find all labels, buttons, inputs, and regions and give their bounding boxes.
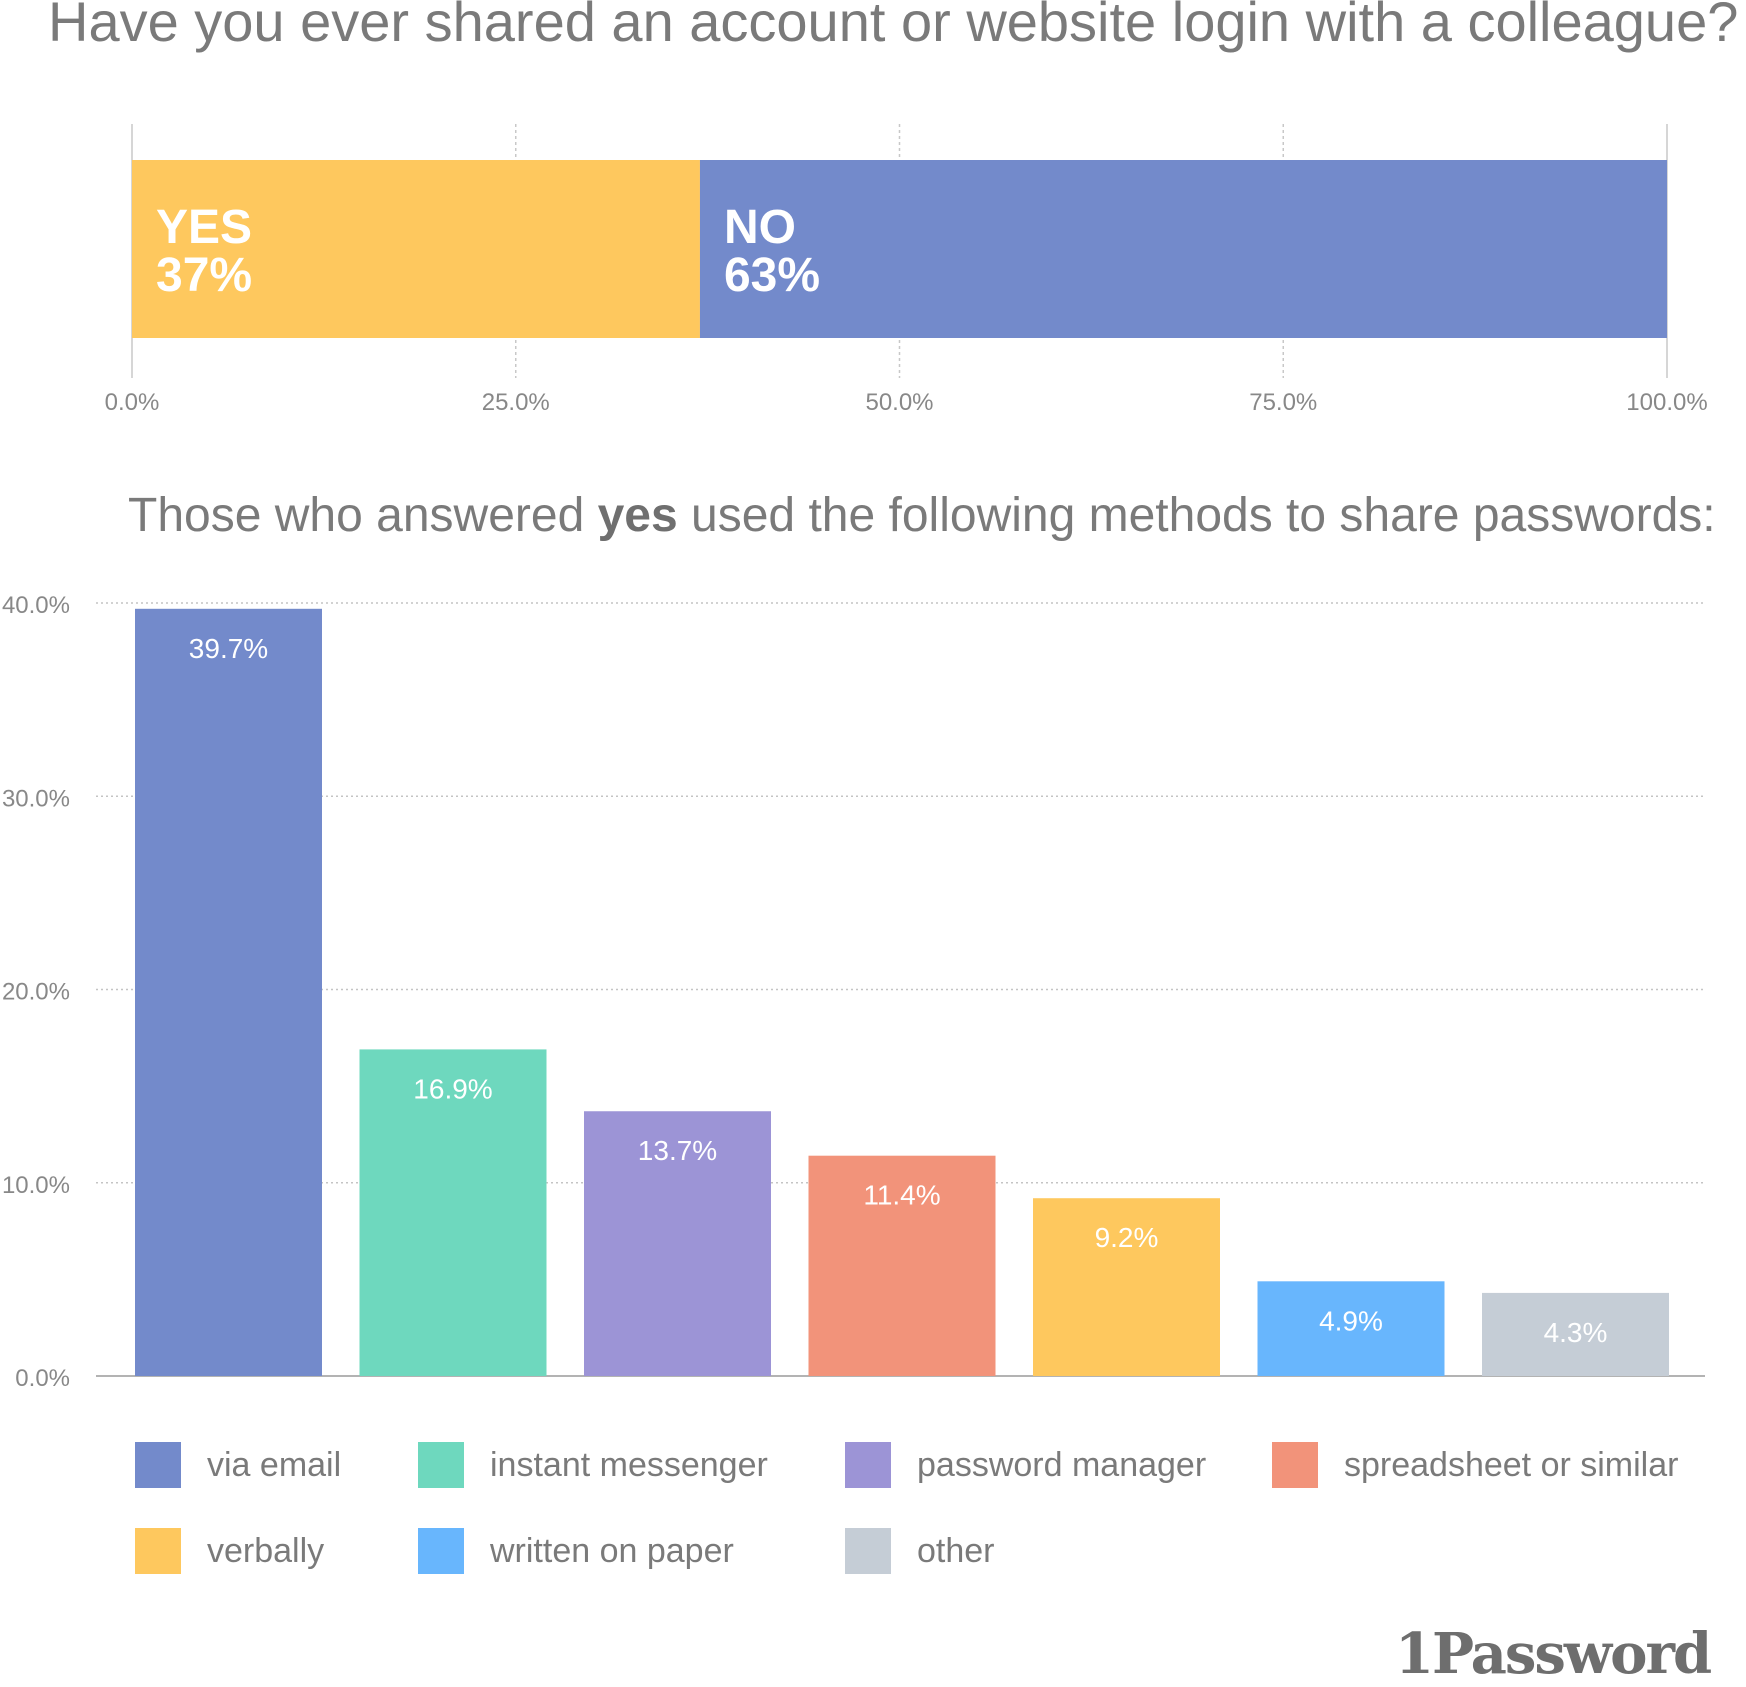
- legend-swatch: [845, 1442, 891, 1488]
- x-tick-label: 0.0%: [105, 389, 160, 416]
- legend-item: via email: [135, 1442, 341, 1488]
- bar-value-label: 39.7%: [189, 633, 268, 664]
- legend-swatch: [1272, 1442, 1318, 1488]
- bar-instant-messenger: [359, 1049, 547, 1376]
- x-tick-label: 75.0%: [1249, 389, 1317, 416]
- bar-value-label: 11.4%: [863, 1180, 940, 1211]
- subtitle-prefix: Those who answered: [128, 489, 598, 542]
- bar-value-label: 9.2%: [1095, 1222, 1159, 1253]
- legend-swatch: [418, 1528, 464, 1574]
- bar-via-email: [135, 608, 322, 1376]
- brand-logo: 1Password: [1395, 1621, 1712, 1687]
- legend-item: other: [845, 1528, 995, 1574]
- legend-swatch: [135, 1442, 181, 1488]
- x-tick-label: 25.0%: [482, 389, 550, 416]
- segment-name-label: NO: [724, 201, 796, 254]
- legend-label: spreadsheet or similar: [1344, 1445, 1679, 1484]
- legend-swatch: [135, 1528, 181, 1574]
- bar-spreadsheet-or-similar: [808, 1155, 996, 1376]
- x-tick-label: 100.0%: [1626, 389, 1707, 416]
- bar-segment-no: [699, 160, 1667, 338]
- legend-item: verbally: [135, 1528, 324, 1574]
- bar-password-manager: [584, 1111, 771, 1376]
- legend-item: instant messenger: [418, 1442, 768, 1488]
- chart-subtitle: Those who answered yes used the followin…: [128, 486, 1716, 546]
- bar-other: [1482, 1292, 1669, 1376]
- bar-value-label: 13.7%: [638, 1135, 717, 1166]
- x-tick-label: 50.0%: [865, 389, 933, 416]
- bar-written-on-paper: [1257, 1281, 1445, 1376]
- y-tick-label: 0.0%: [15, 1365, 70, 1392]
- legend-swatch: [418, 1442, 464, 1488]
- chart-title: Have you ever shared an account or websi…: [48, 0, 1739, 53]
- legend-item: written on paper: [418, 1528, 734, 1574]
- legend-item: password manager: [845, 1442, 1206, 1488]
- bar-value-label: 4.9%: [1319, 1305, 1383, 1336]
- y-tick-label: 10.0%: [2, 1172, 70, 1199]
- segment-name-label: YES: [156, 201, 252, 254]
- bar-value-label: 4.3%: [1544, 1317, 1608, 1348]
- bar-segment-yes: [132, 160, 700, 338]
- bar-value-label: 16.9%: [413, 1073, 492, 1104]
- legend-label: via email: [207, 1445, 342, 1484]
- legend-swatch: [845, 1528, 891, 1574]
- bar-verbally: [1033, 1198, 1220, 1376]
- segment-value-label: 63%: [724, 249, 820, 302]
- subtitle-suffix: used the following methods to share pass…: [677, 489, 1716, 542]
- segment-value-label: 37%: [156, 249, 252, 302]
- legend-label: verbally: [207, 1531, 325, 1570]
- subtitle-bold: yes: [597, 489, 678, 542]
- y-tick-label: 30.0%: [2, 785, 70, 812]
- y-tick-label: 40.0%: [2, 592, 70, 619]
- legend-label: written on paper: [490, 1531, 734, 1570]
- legend-label: other: [917, 1531, 995, 1570]
- legend-label: password manager: [917, 1445, 1207, 1484]
- y-tick-label: 20.0%: [2, 979, 70, 1006]
- legend-item: spreadsheet or similar: [1272, 1442, 1678, 1488]
- legend-label: instant messenger: [490, 1445, 768, 1484]
